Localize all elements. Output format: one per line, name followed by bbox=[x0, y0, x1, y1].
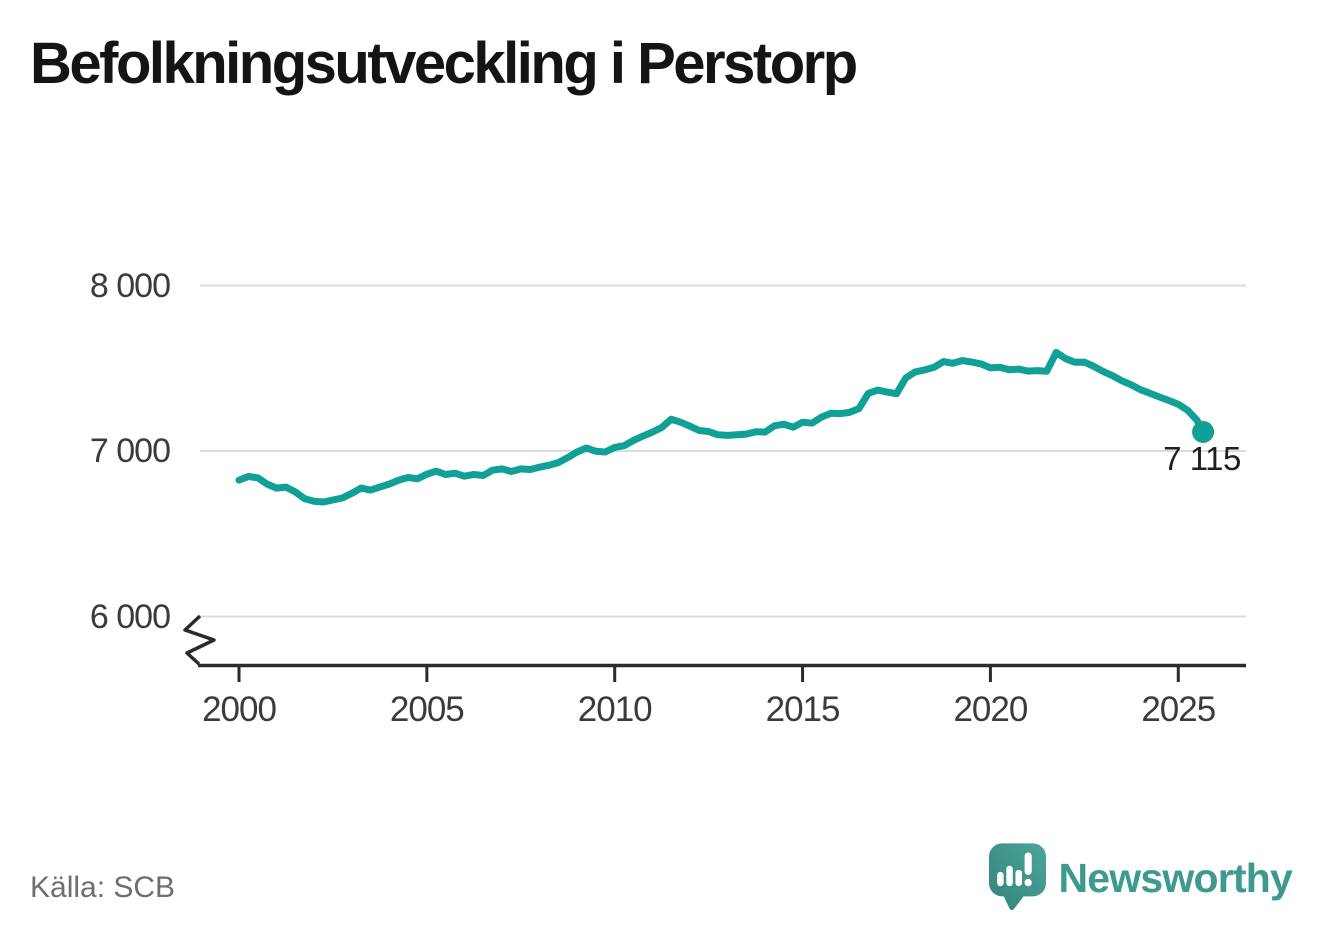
page-title: Befolkningsutveckling i Perstorp bbox=[30, 31, 858, 96]
x-tick-label: 2015 bbox=[765, 690, 841, 729]
y-tick-label: 6 000 bbox=[89, 597, 171, 636]
last-value-label: 7 115 bbox=[1163, 440, 1241, 477]
x-tick-label: 2020 bbox=[953, 690, 1028, 729]
newsworthy-logo-icon bbox=[988, 843, 1046, 911]
source-credit: Källa: SCB bbox=[30, 871, 176, 904]
population-series-line bbox=[235, 348, 1207, 506]
x-tick-label: 2010 bbox=[577, 690, 653, 729]
newsworthy-branding: Newsworthy bbox=[988, 843, 1293, 913]
x-tick-label: 2000 bbox=[202, 690, 277, 729]
x-tick-label: 2005 bbox=[389, 690, 465, 729]
brand-name: Newsworthy bbox=[1058, 855, 1293, 901]
y-tick-label: 7 000 bbox=[89, 432, 171, 470]
y-tick-label: 8 000 bbox=[89, 266, 171, 305]
x-axis bbox=[198, 663, 1246, 682]
last-point-marker bbox=[1192, 420, 1215, 443]
bar-chart-exclamation-glyph bbox=[996, 852, 1032, 887]
gridlines bbox=[200, 284, 1246, 618]
x-tick-label: 2025 bbox=[1141, 690, 1216, 729]
axis-break-zigzag-icon bbox=[183, 614, 216, 666]
